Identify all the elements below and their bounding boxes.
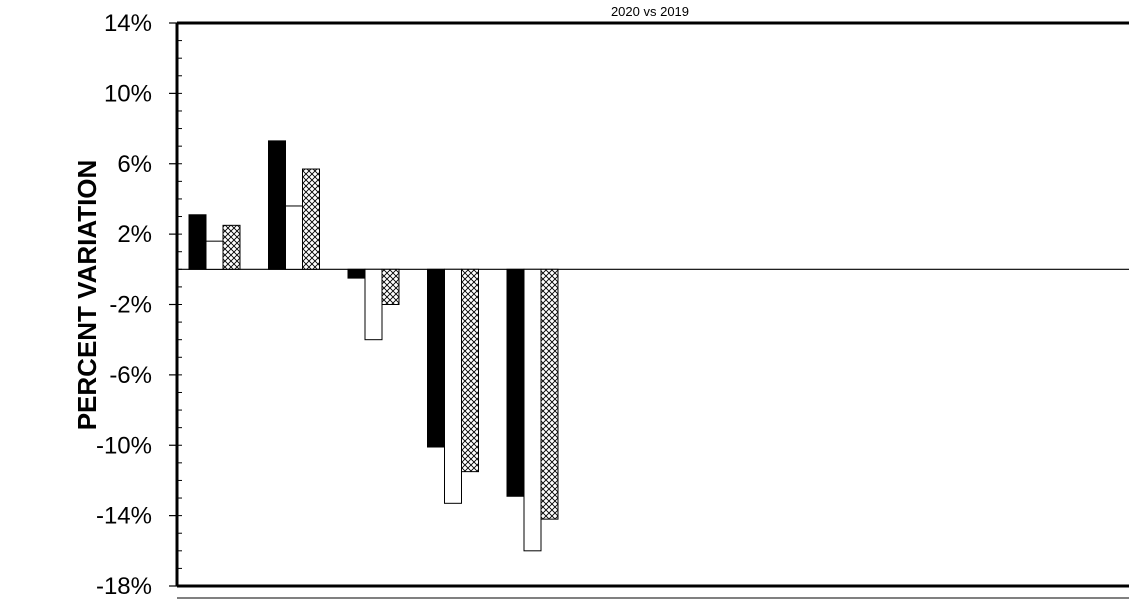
y-axis-label: PERCENT VARIATION xyxy=(72,160,102,431)
bar xyxy=(188,214,207,270)
bar xyxy=(268,140,286,270)
bar xyxy=(285,205,303,270)
y-tick-label: -6% xyxy=(109,362,152,389)
y-tick-label: -18% xyxy=(96,573,152,600)
y-tick-label: 2% xyxy=(117,221,152,248)
bar xyxy=(364,268,383,341)
bar xyxy=(302,168,320,270)
bar xyxy=(506,268,525,497)
bar xyxy=(461,268,479,473)
y-tick-label: 6% xyxy=(117,151,152,178)
bar xyxy=(347,268,366,279)
y-tick-label: -10% xyxy=(96,432,152,459)
y-tick-label: -2% xyxy=(109,292,152,319)
bar xyxy=(222,224,241,270)
bar xyxy=(381,268,400,305)
chart-subtitle: 2020 vs 2019 xyxy=(611,4,689,19)
bar xyxy=(427,268,445,448)
bar xyxy=(523,268,542,552)
y-tick-label: -14% xyxy=(96,503,152,530)
plot-area: 14% 10% 6% 2% -2% -6% -10% -14% -18% xyxy=(96,10,1129,600)
bar xyxy=(444,268,462,504)
bar xyxy=(540,268,559,520)
bar xyxy=(205,240,224,270)
y-tick-label: 10% xyxy=(104,80,152,107)
y-tick-label: 14% xyxy=(104,10,152,37)
